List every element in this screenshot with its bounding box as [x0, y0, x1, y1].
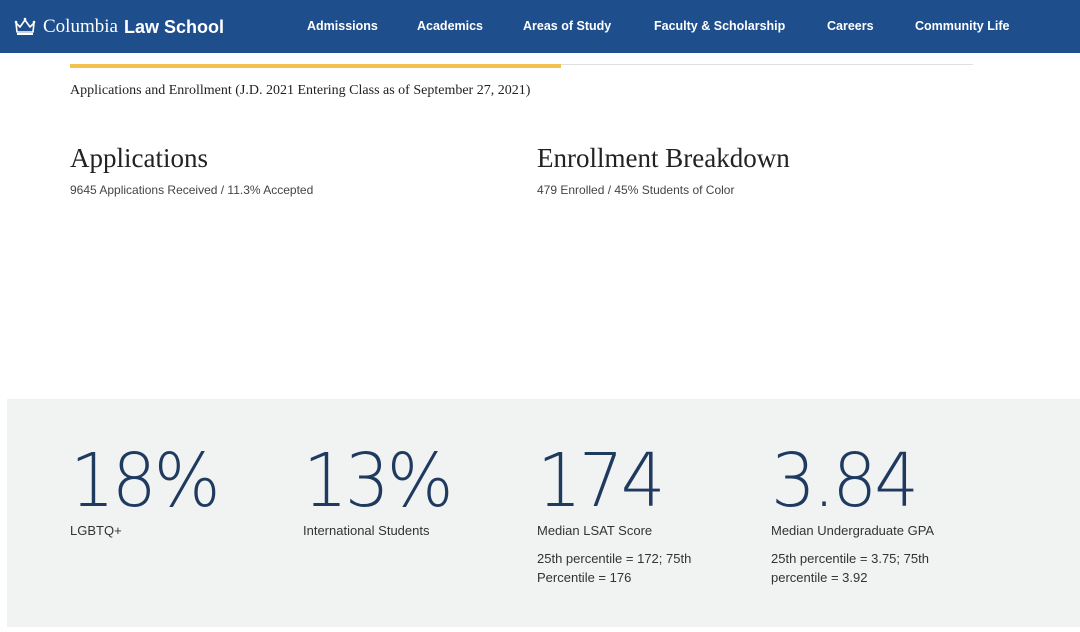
nav-faculty-scholarship[interactable]: Faculty & Scholarship — [654, 19, 786, 33]
logo-text-law-school: Law School — [123, 16, 224, 37]
progress-bar — [70, 64, 561, 68]
intro-heading: Applications and Enrollment (J.D. 2021 E… — [70, 83, 531, 98]
nav-community-life[interactable]: Community Life — [915, 19, 1010, 33]
stat-label: Median Undergraduate GPA — [771, 523, 935, 538]
applications-title: Applications — [70, 143, 208, 173]
enrollment-subtitle: 479 Enrolled / 45% Students of Color — [537, 183, 735, 197]
stat-detail: 25th percentile = 172; 75th Percentile =… — [537, 551, 692, 585]
stat-value: 18% — [70, 438, 221, 524]
stat-label: Median LSAT Score — [537, 523, 653, 538]
stats-panel: 18% LGBTQ+ 13% International Students 17… — [7, 399, 1080, 627]
applications-subtitle: 9645 Applications Received / 11.3% Accep… — [70, 183, 314, 197]
stat-label: LGBTQ+ — [70, 523, 122, 538]
crown-icon — [14, 17, 36, 37]
site-logo[interactable]: Columbia Law School — [14, 14, 224, 40]
site-header: Columbia Law School Admissions Academics… — [0, 0, 1080, 53]
nav-admissions[interactable]: Admissions — [307, 19, 378, 33]
nav-careers[interactable]: Careers — [827, 19, 874, 33]
stat-value: 174 — [537, 438, 665, 524]
stat-value: 3.84 — [771, 438, 919, 524]
stat-detail: 25th percentile = 3.75; 75th percentile … — [771, 551, 929, 585]
enrollment-title: Enrollment Breakdown — [537, 143, 790, 173]
nav-academics[interactable]: Academics — [417, 19, 484, 33]
nav-areas-of-study[interactable]: Areas of Study — [523, 19, 612, 33]
stat-label: International Students — [303, 523, 430, 538]
logo-text-columbia: Columbia — [43, 16, 118, 37]
stat-value: 13% — [303, 438, 454, 524]
main-nav: Admissions Academics Areas of Study Facu… — [0, 0, 1080, 53]
